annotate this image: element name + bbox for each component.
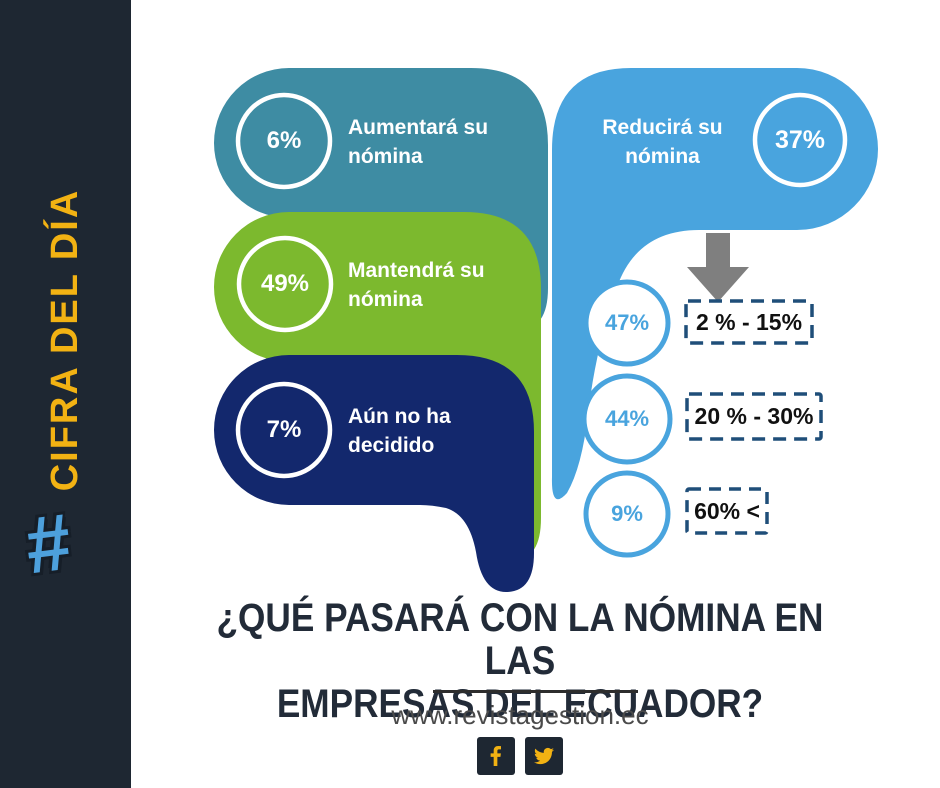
label-line: Reducirá su xyxy=(602,116,723,139)
social-links xyxy=(131,737,909,775)
page-title-line1: ¿QUÉ PASARÁ CON LA NÓMINA EN LAS xyxy=(216,596,824,683)
dashed-box-3 xyxy=(685,487,769,535)
arrow-down-icon xyxy=(687,233,749,302)
blob-mantendra-shape xyxy=(214,212,541,560)
ring-breakdown-47 xyxy=(583,279,671,367)
page-title-line2: EMPRESAS DEL ECUADOR? xyxy=(276,682,764,726)
label-aumentara: Aumentará su nómina xyxy=(348,113,558,171)
blob-reducira-shape xyxy=(551,68,878,500)
range-2-15: 2 % - 15% xyxy=(695,308,803,335)
label-line: Aumentará su xyxy=(348,116,489,139)
sidebar: CIFRA DEL DÍA # xyxy=(0,0,131,788)
ring-reducira xyxy=(752,92,848,188)
dashed-box-2 xyxy=(685,392,823,441)
label-aun-no: Aún no ha decidido xyxy=(348,402,558,460)
label-line: nómina xyxy=(348,288,423,311)
dashed-box-1 xyxy=(684,299,814,345)
ring-breakdown-9 xyxy=(583,470,671,558)
label-line: nómina xyxy=(625,145,700,168)
label-mantendra: Mantendrá su nómina xyxy=(348,256,558,314)
label-line: decidido xyxy=(348,434,435,457)
range-60-plus: 60% < xyxy=(694,497,760,524)
website-link[interactable]: www.revistagestion.ec xyxy=(391,700,649,730)
ring-breakdown-44 xyxy=(581,373,673,465)
pct-breakdown-44: 44% xyxy=(604,406,650,431)
facebook-icon xyxy=(490,745,501,766)
twitter-icon xyxy=(534,747,554,765)
pct-breakdown-9: 9% xyxy=(611,501,643,526)
range-20-30: 20 % - 30% xyxy=(694,403,814,429)
ring-mantendra xyxy=(236,235,334,333)
pct-reducira: 37% xyxy=(774,125,826,154)
page-title: ¿QUÉ PASARÁ CON LA NÓMINA EN LAS EMPRESA… xyxy=(178,597,863,726)
pct-aun-no: 7% xyxy=(266,416,302,443)
facebook-button[interactable] xyxy=(477,737,515,775)
pct-breakdown-47: 47% xyxy=(604,310,650,335)
blob-aun-no-shape xyxy=(214,355,534,592)
twitter-button[interactable] xyxy=(525,737,563,775)
label-reducira: Reducirá su nómina xyxy=(580,113,745,171)
pct-mantendra: 49% xyxy=(260,270,310,297)
pct-aumentara: 6% xyxy=(266,127,302,154)
ring-aumentara xyxy=(235,92,333,190)
blob-aumentara-shape xyxy=(214,68,548,330)
label-line: nómina xyxy=(348,145,423,168)
label-line: Mantendrá su xyxy=(348,259,485,282)
ring-aun-no xyxy=(235,381,333,479)
title-divider xyxy=(433,690,638,693)
label-line: Aún no ha xyxy=(348,405,451,428)
